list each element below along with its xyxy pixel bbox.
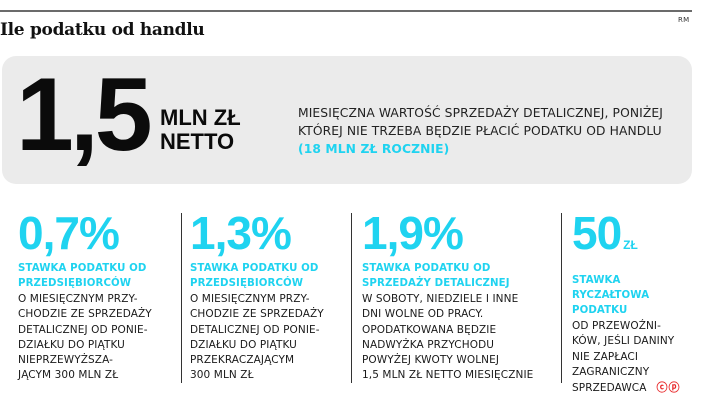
stat-label: STAWKA PODATKU OD PRZEDSIĘBIORCÓW — [190, 263, 319, 289]
column-divider — [181, 213, 182, 383]
stat-body-text: OD PRZEWOŹNI- KÓW, JEŚLI DANINY NIE ZAPŁ… — [572, 320, 675, 395]
hero-value: 1,5 — [16, 57, 153, 173]
column-divider — [561, 213, 562, 383]
hero-unit-line1: MLN ZŁ — [160, 105, 241, 130]
stat-value: 1,3% — [190, 207, 292, 259]
stat-label: STAWKA PODATKU OD PRZEDSIĘBIORCÓW — [18, 263, 147, 289]
copyright-icon: ⓒⓟ — [656, 381, 681, 395]
stat-label: STAWKA PODATKU OD SPRZEDAŻY DETALICZNEJ — [362, 263, 510, 289]
stat-body: W SOBOTY, NIEDZIELE I INNE DNI WOLNE OD … — [362, 293, 534, 382]
hero-panel: 1,5 MLN ZŁ NETTO MIESIĘCZNA WARTOŚĆ SPRZ… — [2, 56, 692, 184]
stat-column-4: 50 ZŁ STAWKA RYCZAŁTOWA PODATKU OD PRZEWO… — [572, 210, 712, 396]
stat-value: 1,9% — [362, 207, 464, 259]
stat-value-number: 50 — [572, 207, 622, 259]
stat-value: 0,7% — [18, 207, 120, 259]
stat-column-2: 1,3% STAWKA PODATKU OD PRZEDSIĘBIORCÓW O… — [190, 210, 350, 384]
hero-description: MIESIĘCZNA WARTOŚĆ SPRZEDAŻY DETALICZNEJ… — [298, 104, 688, 158]
page-title: Ile podatku od handlu — [0, 20, 205, 40]
stat-column-3: 1,9% STAWKA PODATKU OD SPRZEDAŻY DETALIC… — [362, 210, 552, 384]
stat-column-1: 0,7% STAWKA PODATKU OD PRZEDSIĘBIORCÓW O… — [18, 210, 178, 384]
column-divider — [351, 213, 352, 383]
stat-body: OD PRZEWOŹNI- KÓW, JEŚLI DANINY NIE ZAPŁ… — [572, 319, 712, 396]
stat-value: 50 ZŁ — [572, 210, 712, 268]
hero-highlight: (18 MLN ZŁ ROCZNIE) — [298, 142, 450, 156]
stat-body: O MIESIĘCZNYM PRZY- CHODZIE ZE SPRZEDAŻY… — [18, 293, 152, 382]
author-credit: RM — [678, 16, 690, 24]
stat-body: O MIESIĘCZNYM PRZY- CHODZIE ZE SPRZEDAŻY… — [190, 293, 324, 382]
hero-unit-line2: NETTO — [160, 129, 235, 154]
hero-description-text: MIESIĘCZNA WARTOŚĆ SPRZEDAŻY DETALICZNEJ… — [298, 106, 663, 138]
top-rule — [0, 10, 692, 12]
stat-label: STAWKA RYCZAŁTOWA PODATKU — [572, 275, 650, 316]
hero-unit: MLN ZŁ NETTO — [160, 106, 241, 154]
stat-value-unit: ZŁ — [623, 238, 638, 252]
